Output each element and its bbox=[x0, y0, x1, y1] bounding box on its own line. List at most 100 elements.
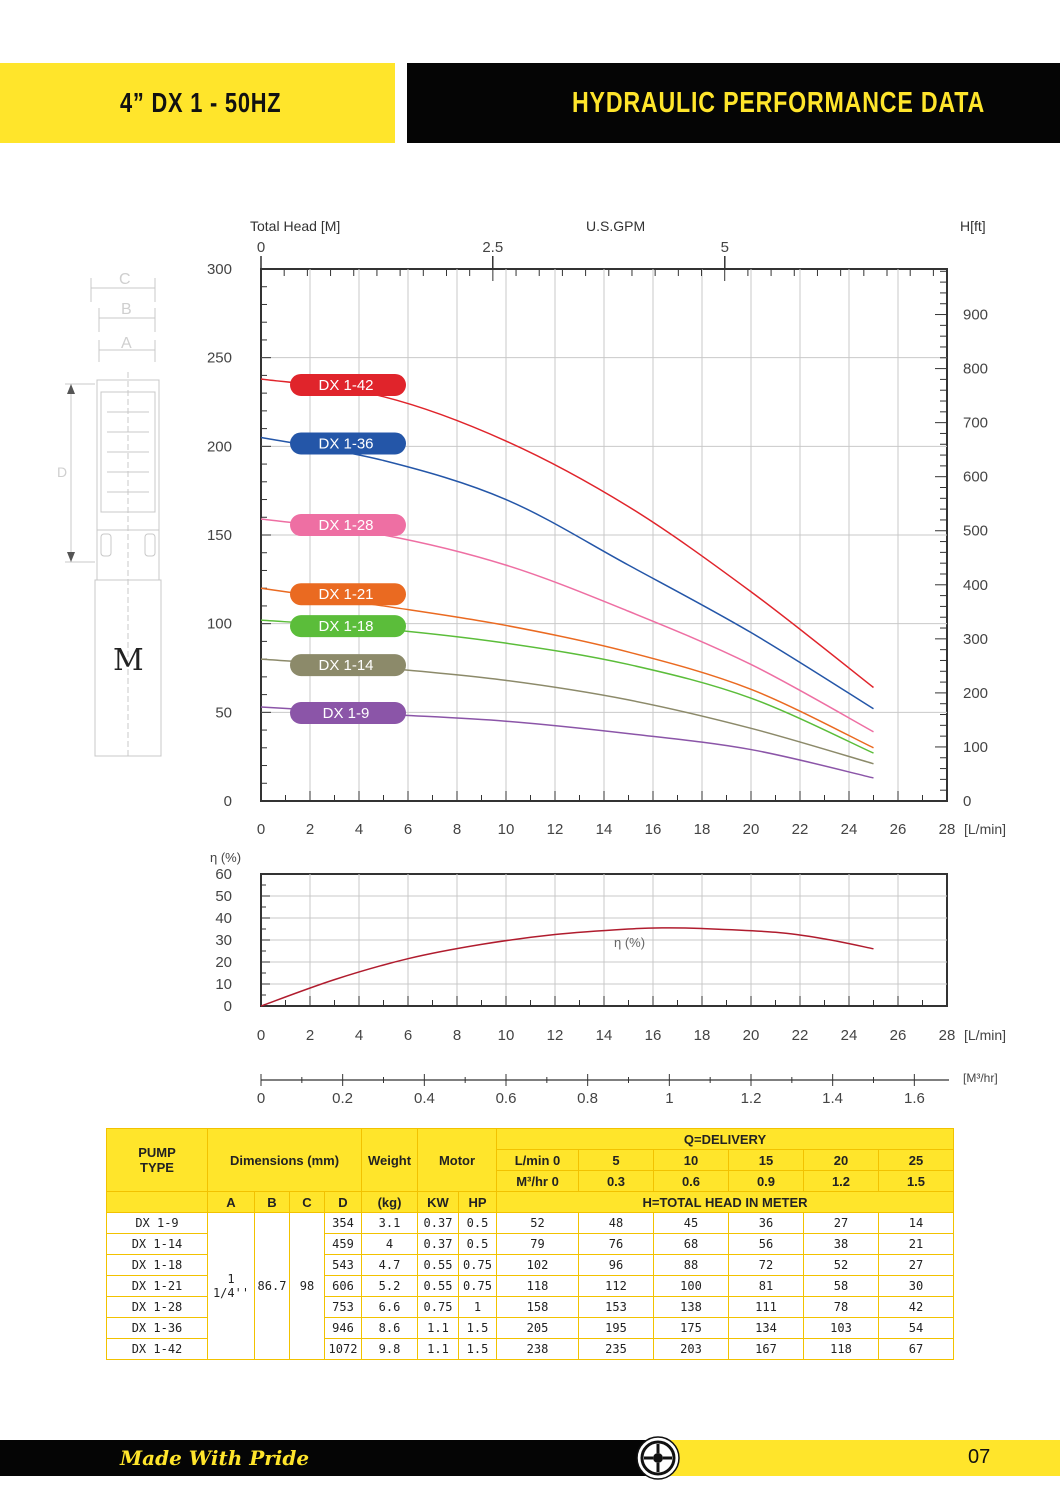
cell-pump-type: DX 1-9 bbox=[106, 1212, 208, 1234]
ft-tick-label: 700 bbox=[963, 415, 988, 432]
cell-dim-d: 459 bbox=[324, 1233, 362, 1255]
header-title: HYDRAULIC PERFORMANCE DATA bbox=[572, 87, 986, 119]
eff-x-tick-label: 10 bbox=[498, 1027, 515, 1044]
cell-weight: 9.8 bbox=[361, 1338, 418, 1360]
cell-head: 134 bbox=[728, 1317, 804, 1339]
ft-tick-label: 800 bbox=[963, 361, 988, 378]
cell-head: 100 bbox=[653, 1275, 729, 1297]
head-curve-dx-1-36 bbox=[260, 436, 874, 710]
cell-kw: 1.1 bbox=[417, 1317, 459, 1339]
series-badge-label: DX 1-36 bbox=[318, 435, 373, 452]
cell-kw: 0.37 bbox=[417, 1233, 459, 1255]
main-x-tick-label: 12 bbox=[547, 821, 564, 838]
cell-head: 27 bbox=[803, 1212, 879, 1234]
cell-dim-d: 1072 bbox=[324, 1338, 362, 1360]
eff-x-tick-label: 18 bbox=[694, 1027, 711, 1044]
cell-dim-a: 1 1/4'' bbox=[207, 1212, 255, 1360]
cell-kw: 1.1 bbox=[417, 1338, 459, 1360]
table-row: DX 1-14 459 4 0.37 0.5 79 76 68 56 38 21 bbox=[106, 1233, 954, 1255]
main-x-unit: [L/min] bbox=[964, 821, 1006, 837]
main-y-tick-label: 0 bbox=[224, 793, 232, 810]
main-y-tick-label: 150 bbox=[207, 527, 232, 544]
eff-x-tick-label: 0 bbox=[257, 1027, 265, 1044]
main-x-tick-label: 22 bbox=[792, 821, 809, 838]
series-badge bbox=[290, 373, 406, 396]
cell-head: 175 bbox=[653, 1317, 729, 1339]
th-m3hr-1.2: 1.2 bbox=[803, 1170, 879, 1192]
th-m3hr-0.3: 0.3 bbox=[578, 1170, 654, 1192]
th-m3hr-0.6: 0.6 bbox=[653, 1170, 729, 1192]
cell-head: 45 bbox=[653, 1212, 729, 1234]
th-lmin-25: 25 bbox=[878, 1149, 954, 1171]
cell-head: 153 bbox=[578, 1296, 654, 1318]
cell-head: 30 bbox=[878, 1275, 954, 1297]
th-hp: HP bbox=[458, 1191, 497, 1213]
series-badge-label: DX 1-28 bbox=[318, 517, 373, 534]
efficiency-curve bbox=[260, 927, 874, 1007]
cell-head: 76 bbox=[578, 1233, 654, 1255]
eff-x-tick-label: 4 bbox=[355, 1027, 363, 1044]
series-badge bbox=[290, 514, 406, 537]
cell-hp: 1.5 bbox=[458, 1317, 497, 1339]
cell-weight: 4.7 bbox=[361, 1254, 418, 1276]
table-row: DX 1-42 1072 9.8 1.1 1.5 238 235 203 167 118 67 bbox=[106, 1338, 954, 1360]
th-delivery: Q=DELIVERY bbox=[496, 1128, 954, 1150]
cell-head: 88 bbox=[653, 1254, 729, 1276]
dim-label-m: M bbox=[113, 643, 144, 678]
gpm-tick-label: 2.5 bbox=[482, 239, 503, 256]
th-c: C bbox=[289, 1191, 325, 1213]
th-m3hr-0.9: 0.9 bbox=[728, 1170, 804, 1192]
cell-kw: 0.55 bbox=[417, 1254, 459, 1276]
th-a: A bbox=[207, 1191, 255, 1213]
cell-dim-d: 354 bbox=[324, 1212, 362, 1234]
cell-head: 205 bbox=[496, 1317, 579, 1339]
main-y-tick-label: 300 bbox=[207, 261, 232, 278]
eff-x-tick-label: 8 bbox=[453, 1027, 461, 1044]
th-total-head: H=TOTAL HEAD IN METER bbox=[496, 1191, 954, 1213]
cell-head: 238 bbox=[496, 1338, 579, 1360]
cell-hp: 0.75 bbox=[458, 1254, 497, 1276]
gpm-tick-label: 0 bbox=[257, 239, 265, 256]
header-model: 4” DX 1 - 50HZ bbox=[120, 87, 282, 118]
series-badge bbox=[290, 654, 406, 677]
cell-head: 167 bbox=[728, 1338, 804, 1360]
cell-head: 14 bbox=[878, 1212, 954, 1234]
th-lmin-20: 20 bbox=[803, 1149, 879, 1171]
eff-x-tick-label: 22 bbox=[792, 1027, 809, 1044]
eff-x-tick-label: 20 bbox=[743, 1027, 760, 1044]
ft-tick-label: 300 bbox=[963, 631, 988, 648]
main-x-tick-label: 4 bbox=[355, 821, 363, 838]
series-badge-label: DX 1-42 bbox=[318, 377, 373, 394]
cell-hp: 1 bbox=[458, 1296, 497, 1318]
main-x-tick-label: 8 bbox=[453, 821, 461, 838]
cell-head: 118 bbox=[496, 1275, 579, 1297]
m3-tick-label: 1.6 bbox=[904, 1090, 925, 1107]
main-x-tick-label: 14 bbox=[596, 821, 613, 838]
th-dimensions: Dimensions (mm) bbox=[207, 1128, 362, 1192]
gpm-tick-label: 5 bbox=[721, 239, 729, 256]
cell-head: 21 bbox=[878, 1233, 954, 1255]
cell-hp: 0.5 bbox=[458, 1233, 497, 1255]
m3-unit: [M³/hr] bbox=[963, 1071, 998, 1085]
dim-label-d: D bbox=[57, 464, 67, 480]
th-kg: (kg) bbox=[361, 1191, 418, 1213]
cell-hp: 0.5 bbox=[458, 1212, 497, 1234]
header-title-bar: HYDRAULIC PERFORMANCE DATA bbox=[407, 63, 1060, 143]
th-m3hr: M³/hr 0 bbox=[496, 1170, 579, 1192]
header-model-bar: 4” DX 1 - 50HZ bbox=[0, 63, 395, 143]
eff-y-tick-label: 20 bbox=[215, 954, 232, 971]
eff-y-tick-label: 40 bbox=[215, 910, 232, 927]
cell-weight: 4 bbox=[361, 1233, 418, 1255]
cell-head: 58 bbox=[803, 1275, 879, 1297]
cell-dim-d: 543 bbox=[324, 1254, 362, 1276]
th-lmin: L/min 0 bbox=[496, 1149, 579, 1171]
series-badge bbox=[290, 615, 406, 638]
cell-head: 112 bbox=[578, 1275, 654, 1297]
table-row: DX 1-28 753 6.6 0.75 1 158 153 138 111 78 42 bbox=[106, 1296, 954, 1318]
eff-x-tick-label: 2 bbox=[306, 1027, 314, 1044]
dim-label-c: C bbox=[119, 271, 131, 288]
dim-label-b: B bbox=[121, 301, 132, 318]
main-y-tick-label: 50 bbox=[215, 704, 232, 721]
m3-tick-label: 0 bbox=[257, 1090, 265, 1107]
main-x-tick-label: 10 bbox=[498, 821, 515, 838]
